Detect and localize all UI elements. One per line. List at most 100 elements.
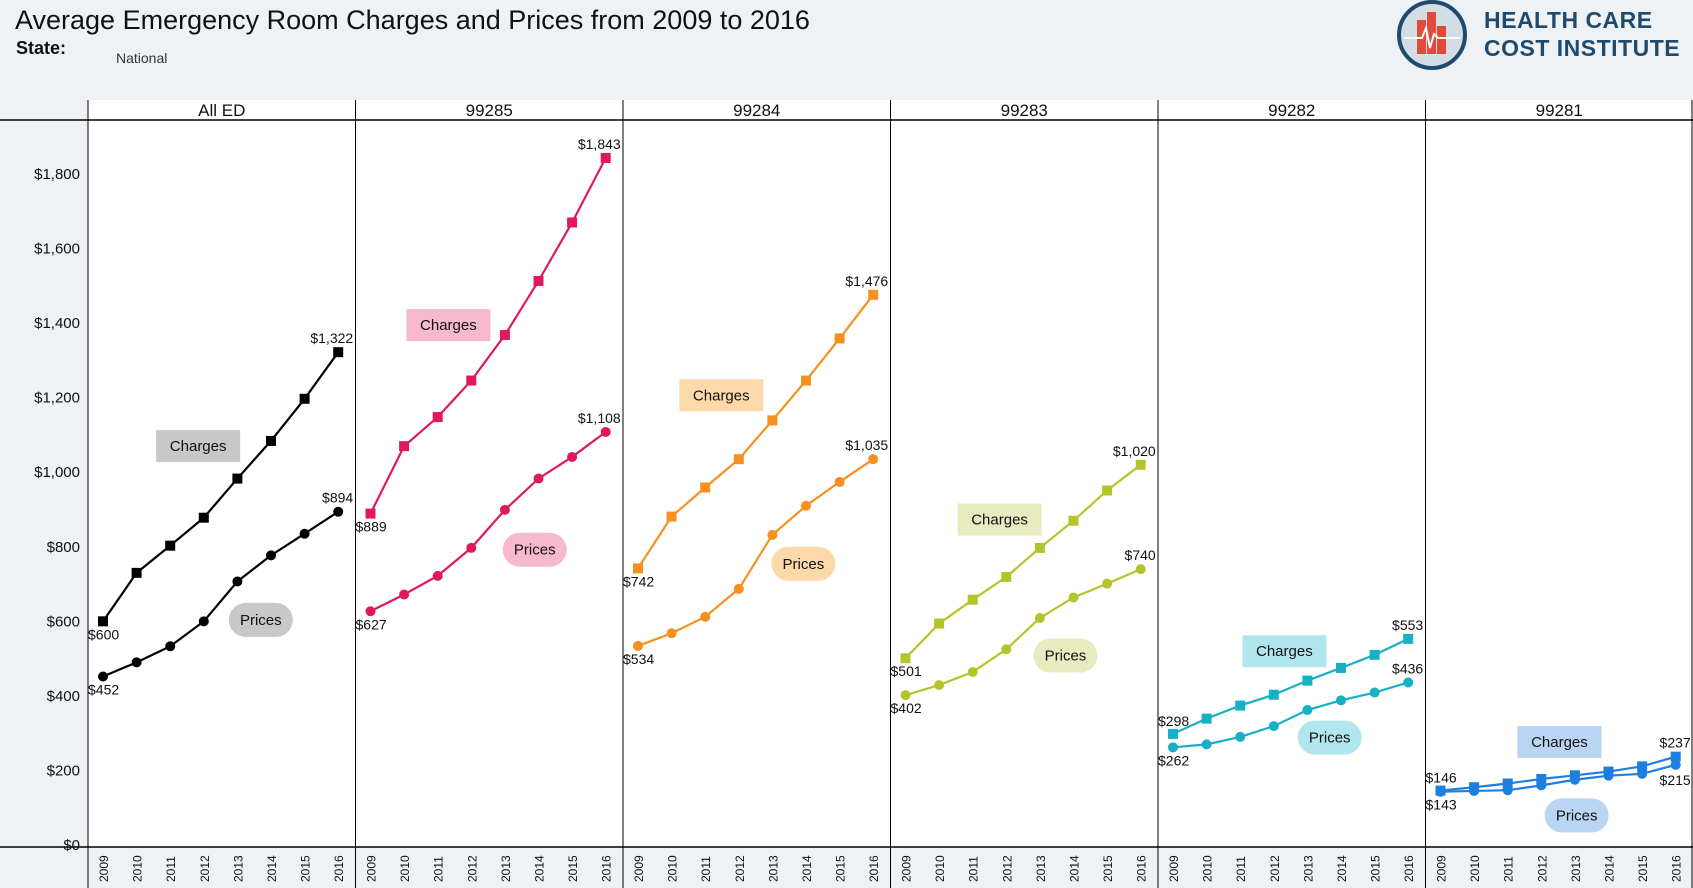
x-tick-label: 2010 [666,855,680,882]
panel-header: All ED [198,101,245,120]
charges-label-box [679,379,764,412]
charges-label: Charges [1256,643,1313,660]
prices-point [1637,768,1648,779]
charges-point [1637,761,1648,772]
x-tick-label: 2015 [1369,855,1383,882]
charges-label-box [406,309,491,342]
charges-point [1536,774,1547,785]
prices-point [900,690,911,701]
charges-label-box [1517,725,1602,758]
prices-point [365,606,376,617]
prices-label-box [228,602,293,637]
charges-last-value-label: $237 [1660,735,1691,751]
prices-point [466,542,477,553]
x-tick-label: 2016 [332,855,346,882]
prices-point [967,667,978,678]
panel-99284: 99284 2009 2010 2011 2012 2013 2014 2015 2016 Cha… [622,100,888,888]
charges-point [1102,485,1113,496]
charges-last-value-label: $1,843 [578,136,621,152]
state-filter-value[interactable]: National [116,50,168,66]
prices-line [637,458,874,647]
y-tick-label: $1,600 [34,241,80,258]
charges-label: Charges [420,317,477,334]
x-tick-label: 2014 [1068,855,1082,882]
prices-point [666,628,677,639]
prices-point [1168,742,1178,753]
prices-point [1603,770,1614,781]
prices-point [432,570,443,581]
x-tick-label: 2011 [967,856,981,882]
panel-header: 99284 [733,101,780,120]
y-tick-label: $1,000 [34,464,80,481]
prices-first-value-label: $627 [356,616,387,632]
x-tick-label: 2012 [733,855,747,882]
charges-first-value-label: $501 [891,663,922,679]
charges-first-value-label: $742 [623,573,654,589]
charges-point [700,482,711,493]
x-tick-label: 2013 [1301,855,1315,882]
logo-emblem-icon [1397,0,1467,70]
prices-point [1502,785,1513,796]
charges-first-value-label: $298 [1158,713,1189,729]
y-tick-label: $1,200 [34,390,80,407]
charges-point [801,375,811,386]
charges-point [399,441,410,452]
x-tick-label: 2016 [867,855,881,882]
charges-last-value-label: $1,476 [845,273,888,289]
charges-point [299,393,310,404]
panel-header: 99282 [1268,101,1315,120]
prices-point [1201,739,1212,750]
prices-point [299,528,310,539]
charges-line [904,463,1142,660]
prices-point [801,500,811,511]
y-tick-label: $200 [47,762,80,779]
x-tick-label: 2014 [1335,855,1349,882]
prices-point [834,476,845,487]
charges-last-value-label: $1,020 [1113,443,1156,459]
prices-point [198,616,209,627]
x-tick-label: 2010 [933,855,947,882]
prices-last-value-label: $215 [1660,772,1691,788]
charges-point [1302,675,1313,686]
x-tick-label: 2015 [834,855,848,882]
prices-point [499,504,510,515]
charges-point [1034,542,1045,553]
x-tick-label: 2009 [365,855,379,882]
prices-point [399,589,410,600]
x-tick-label: 2014 [533,855,547,882]
panel-99285: 99285 2009 2010 2011 2012 2013 2014 2015 2016 Cha… [355,100,621,888]
prices-label: Prices [514,542,556,559]
prices-point [1336,695,1346,706]
charges-point [900,653,911,664]
charges-point [533,275,544,286]
prices-line [1172,681,1409,749]
prices-last-value-label: $1,108 [578,410,621,426]
prices-label: Prices [1045,648,1087,665]
x-tick-label: 2014 [800,855,814,882]
charges-point [1369,649,1380,660]
charges-first-value-label: $889 [356,519,387,535]
y-tick-label: $1,400 [34,315,80,332]
charges-point [1336,662,1346,673]
x-tick-label: 2009 [1435,855,1449,882]
charges-point [1001,571,1012,582]
x-tick-label: 2015 [299,855,313,882]
prices-first-value-label: $262 [1158,752,1189,768]
charges-line [369,157,607,515]
logo-line-2: COST INSTITUTE [1484,35,1681,61]
prices-point [1135,564,1146,575]
charges-point [1201,713,1212,724]
x-tick-label: 2010 [1201,855,1215,882]
prices-label-box [1033,638,1098,673]
prices-point [1268,721,1279,732]
charges-label-box [156,430,241,463]
x-tick-label: 2010 [131,855,145,882]
prices-point [1235,731,1246,742]
charges-label-box [957,503,1042,536]
x-tick-label: 2014 [1603,855,1617,882]
prices-last-value-label: $740 [1125,547,1156,563]
prices-point [733,583,744,594]
charges-point [1403,633,1414,644]
prices-line [1440,763,1676,793]
y-tick-label: $0 [63,837,80,854]
